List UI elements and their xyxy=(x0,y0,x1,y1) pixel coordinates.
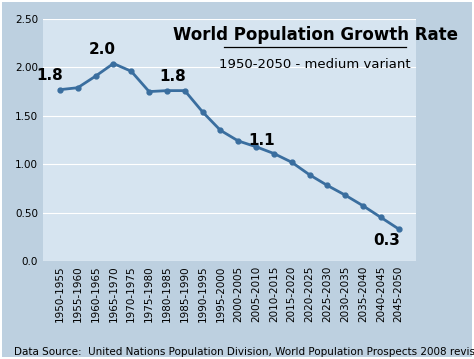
Text: 1950-2050 - medium variant: 1950-2050 - medium variant xyxy=(219,58,411,71)
Text: 1.1: 1.1 xyxy=(248,133,275,148)
Text: 1.8: 1.8 xyxy=(159,69,186,84)
Text: World Population Growth Rate: World Population Growth Rate xyxy=(173,26,457,44)
Text: 1.8: 1.8 xyxy=(37,68,64,83)
Text: Data Source:  United Nations Population Division, World Population Prospects 200: Data Source: United Nations Population D… xyxy=(14,347,474,357)
Text: 0.3: 0.3 xyxy=(373,233,400,248)
Text: 2.0: 2.0 xyxy=(89,42,116,57)
